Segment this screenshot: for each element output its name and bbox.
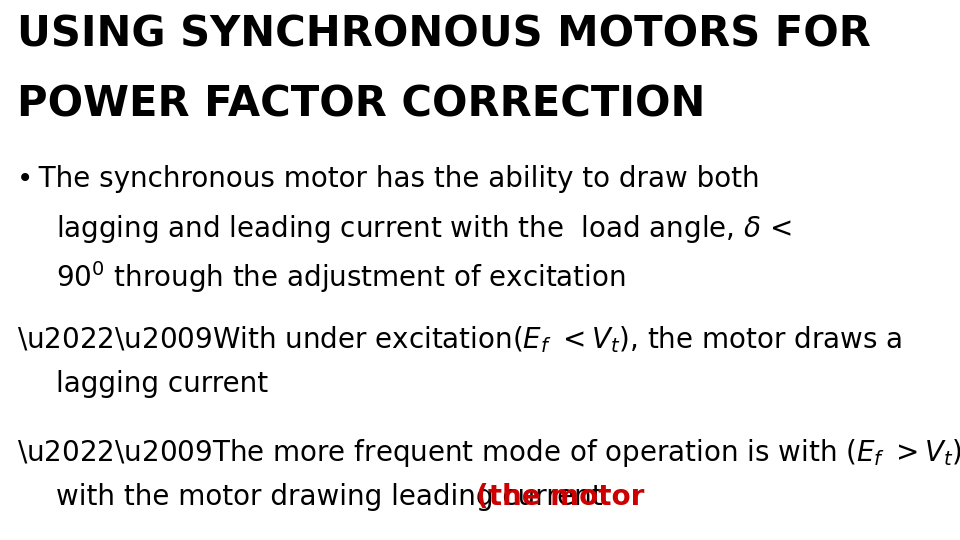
Text: (the motor: (the motor	[476, 483, 644, 511]
Text: lagging and leading current with the  load angle, $\delta$ <: lagging and leading current with the loa…	[56, 213, 791, 245]
Text: • The synchronous motor has the ability to draw both: • The synchronous motor has the ability …	[17, 165, 760, 193]
Text: lagging current: lagging current	[56, 370, 268, 398]
Text: with the motor drawing leading current: with the motor drawing leading current	[56, 483, 602, 511]
Text: \u2022\u2009With under excitation$(E_f\ <V_t)$, the motor draws a: \u2022\u2009With under excitation$(E_f\ …	[17, 324, 902, 355]
Text: \u2022\u2009The more frequent mode of operation is with $(E_f\ >V_t)$: \u2022\u2009The more frequent mode of op…	[17, 437, 960, 469]
Text: $90^0$ through the adjustment of excitation: $90^0$ through the adjustment of excitat…	[56, 259, 626, 295]
Text: USING SYNCHRONOUS MOTORS FOR: USING SYNCHRONOUS MOTORS FOR	[17, 14, 871, 56]
Text: POWER FACTOR CORRECTION: POWER FACTOR CORRECTION	[17, 84, 706, 126]
